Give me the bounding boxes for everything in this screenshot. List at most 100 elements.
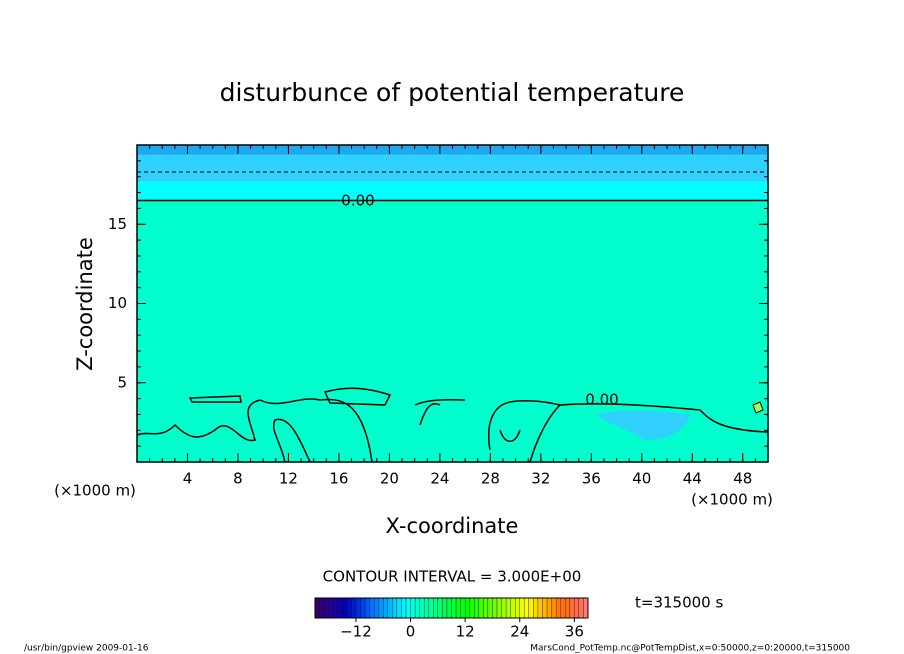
colorbar-cell xyxy=(565,597,570,619)
x-tick-label: 24 xyxy=(430,470,449,488)
colorbar-cell xyxy=(519,597,525,619)
x-axis-label: X-coordinate xyxy=(386,514,519,538)
colorbar-cell xyxy=(515,597,520,619)
colorbar-cell xyxy=(551,597,557,619)
colorbar: −12 0 12 24 36 xyxy=(314,597,589,641)
x-tick-label: 16 xyxy=(329,470,348,488)
colorbar-cell xyxy=(319,597,325,619)
colorbar-cell xyxy=(419,597,425,619)
colorbar-cell xyxy=(323,597,329,619)
colorbar-frame xyxy=(314,597,589,619)
x-unit-label: (×1000 m) xyxy=(691,491,773,509)
colorbar-cell xyxy=(378,597,384,619)
colorbar-cell xyxy=(556,597,561,619)
colorbar-cell xyxy=(437,597,443,619)
colorbar-cell xyxy=(537,597,543,619)
contour-interval: CONTOUR INTERVAL = 3.000E+00 xyxy=(323,568,582,586)
colorbar-cell xyxy=(346,597,352,619)
colorbar-cell xyxy=(360,597,366,619)
x-tick-label: 48 xyxy=(733,470,752,488)
colorbar-cell xyxy=(505,597,511,619)
x-tick-label: 44 xyxy=(683,470,702,488)
colorbar-cell xyxy=(396,597,402,619)
x-tick-label: 12 xyxy=(279,470,298,488)
x-tick-label: 28 xyxy=(481,470,500,488)
colorbar-cell xyxy=(364,597,370,619)
colorbar-cell xyxy=(337,597,343,619)
footer: /usr/bin/gpview 2009-01-16 xyxy=(24,644,149,654)
colorbar-cell xyxy=(583,597,589,619)
colorbar-tick-label: −12 xyxy=(340,623,372,641)
colorbar-cell xyxy=(483,597,489,619)
colorbar-cell xyxy=(351,597,357,619)
colorbar-cell xyxy=(373,597,379,619)
colorbar-cell xyxy=(455,597,461,619)
colorbar-cell xyxy=(424,597,429,619)
x-tick-label: 40 xyxy=(632,470,651,488)
colorbar-cell xyxy=(433,597,438,619)
y-tick-label: 15 xyxy=(108,215,127,233)
footer: MarsCond_PotTemp.nc@PotTempDist,x=0:5000… xyxy=(530,644,850,654)
colorbar-cell xyxy=(546,597,552,619)
colorbar-cell xyxy=(342,597,347,619)
colorbar-cell xyxy=(542,597,548,619)
x-tick-label: 20 xyxy=(380,470,399,488)
colorbar-cell xyxy=(528,597,534,619)
chart-title: disturbunce of potential temperature xyxy=(220,78,685,107)
time-label: t=315000 s xyxy=(635,594,723,612)
y-tick-label: 10 xyxy=(108,294,127,312)
colorbar-tick-label: 12 xyxy=(456,623,475,641)
colorbar-cell xyxy=(569,597,575,619)
colorbar-cell xyxy=(428,597,434,619)
colorbar-cell xyxy=(478,597,484,619)
colorbar-cell xyxy=(401,597,407,619)
y-tick-label: 5 xyxy=(117,373,127,391)
colorbar-cell xyxy=(460,597,466,619)
x-unit-label: (×1000 m) xyxy=(54,482,136,500)
colorbar-tick-label: 0 xyxy=(406,623,416,641)
colorbar-cell xyxy=(578,597,584,619)
colorbar-cell xyxy=(392,597,398,619)
colorbar-cell xyxy=(487,597,493,619)
colorbar-cell xyxy=(474,597,479,619)
colorbar-cell xyxy=(328,597,334,619)
colorbar-tick-label: 36 xyxy=(565,623,584,641)
colorbar-cell xyxy=(355,597,361,619)
colorbar-cell xyxy=(496,597,502,619)
plot-area xyxy=(137,145,768,462)
colorbar-tick-label: 24 xyxy=(510,623,529,641)
contour-band xyxy=(137,154,768,182)
contour-band xyxy=(137,145,768,155)
colorbar-cell xyxy=(369,597,375,619)
colorbar-cell xyxy=(387,597,393,619)
colorbar-cell xyxy=(574,597,580,619)
colorbar-cell xyxy=(469,597,475,619)
colorbar-cell xyxy=(383,597,388,619)
colorbar-cell xyxy=(524,597,529,619)
contour-label: 0.00 xyxy=(585,391,618,409)
contour-label: 0.00 xyxy=(341,192,374,210)
contour-line xyxy=(136,387,769,463)
colorbar-cell xyxy=(405,597,411,619)
colorbar-cell xyxy=(410,597,416,619)
colorbar-cell xyxy=(442,597,448,619)
colorbar-cell xyxy=(464,597,470,619)
colorbar-cell xyxy=(414,597,420,619)
contour-fill xyxy=(596,410,690,440)
colorbar-cell xyxy=(533,597,539,619)
colorbar-cell xyxy=(492,597,498,619)
colorbar-cell xyxy=(451,597,457,619)
x-tick-label: 8 xyxy=(233,470,243,488)
colorbar-cell xyxy=(510,597,516,619)
x-tick-label: 36 xyxy=(582,470,601,488)
x-tick-label: 32 xyxy=(531,470,550,488)
colorbar-cell xyxy=(333,597,338,619)
y-axis-label: Z-coordinate xyxy=(73,237,97,371)
x-tick-label: 4 xyxy=(183,470,193,488)
colorbar-cell xyxy=(446,597,452,619)
contour-fill xyxy=(752,401,764,414)
colorbar-cell xyxy=(314,597,320,619)
colorbar-cell xyxy=(560,597,566,619)
contour-band xyxy=(137,181,768,201)
